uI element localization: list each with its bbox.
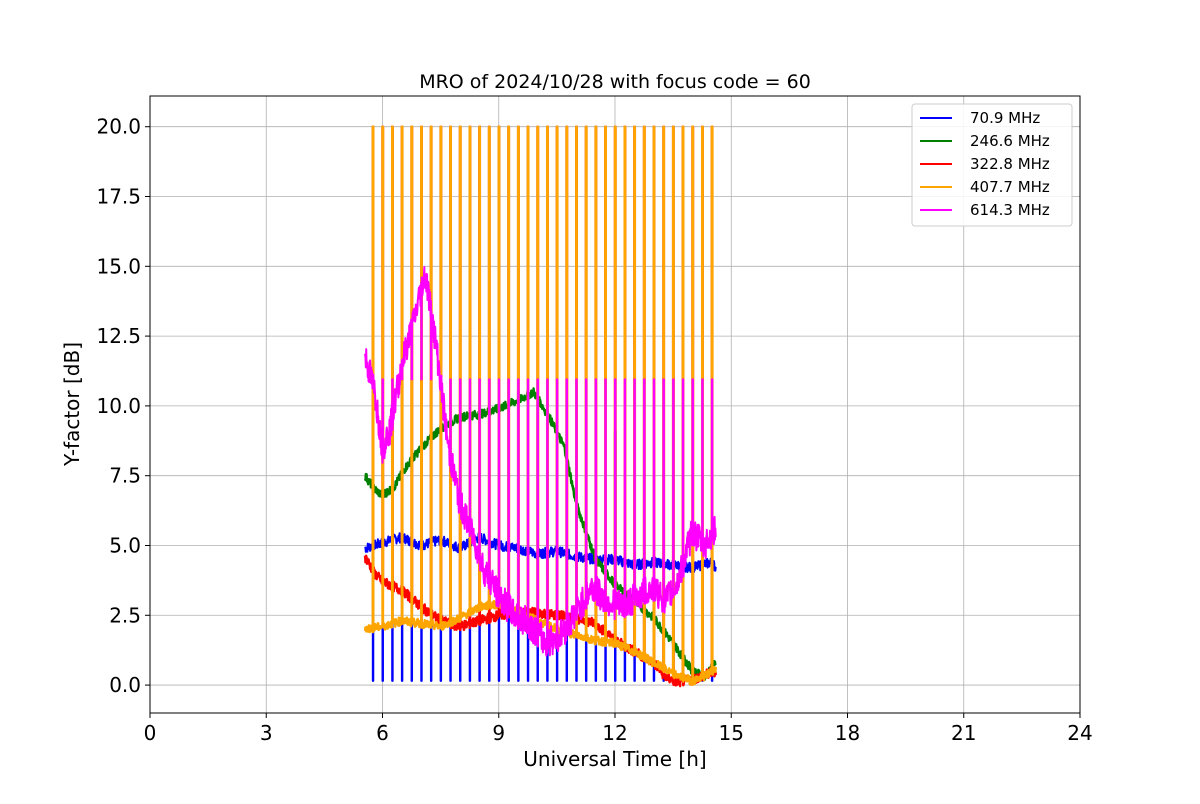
- y-tick-label: 17.5: [96, 185, 141, 209]
- y-tick-label: 2.5: [109, 603, 141, 627]
- y-tick-label: 12.5: [96, 324, 141, 348]
- legend-label: 614.3 MHz: [970, 201, 1050, 219]
- series-4: [363, 125, 717, 687]
- legend-label: 70.9 MHz: [970, 109, 1040, 127]
- x-axis-label: Universal Time [h]: [523, 747, 706, 771]
- y-tick-label: 20.0: [96, 115, 141, 139]
- y-tick-label: 10.0: [96, 394, 141, 418]
- legend-label: 322.8 MHz: [970, 155, 1050, 173]
- series-line: [364, 531, 717, 682]
- y-axis-label: Y-factor [dB]: [60, 342, 84, 467]
- y-axis-ticks: 0.0 2.5 5.0 7.5 10.0 12.5 15.0 17.5 20.0: [96, 115, 150, 697]
- y-tick-label: 7.5: [109, 464, 141, 488]
- x-tick-label: 6: [376, 721, 389, 745]
- legend-box: [911, 103, 1073, 227]
- x-tick-label: 12: [602, 721, 627, 745]
- x-tick-label: 18: [835, 721, 860, 745]
- series-layer: [363, 125, 717, 688]
- legend: 70.9 MHz 246.6 MHz 322.8 MHz 407.7 MHz 614.3…: [911, 103, 1073, 227]
- x-tick-label: 21: [951, 721, 976, 745]
- series-line: [364, 266, 717, 657]
- x-axis-ticks: 0 3 6 9 12 15 18 21 24: [144, 713, 1093, 745]
- series-line: [363, 125, 717, 688]
- x-tick-label: 9: [492, 721, 505, 745]
- series-1: [364, 531, 717, 682]
- series-5: [364, 266, 717, 657]
- x-tick-label: 3: [260, 721, 273, 745]
- series-2: [363, 387, 717, 682]
- y-tick-label: 0.0: [109, 673, 141, 697]
- legend-label: 407.7 MHz: [970, 178, 1050, 196]
- y-tick-label: 15.0: [96, 254, 141, 278]
- y-tick-label: 5.0: [109, 533, 141, 557]
- series-line: [363, 125, 717, 687]
- chart-title: MRO of 2024/10/28 with focus code = 60: [419, 71, 811, 93]
- x-tick-label: 24: [1067, 721, 1092, 745]
- series-3: [363, 125, 717, 688]
- legend-label: 246.6 MHz: [970, 132, 1050, 150]
- x-tick-label: 15: [719, 721, 744, 745]
- series-line: [363, 387, 717, 682]
- x-tick-label: 0: [144, 721, 157, 745]
